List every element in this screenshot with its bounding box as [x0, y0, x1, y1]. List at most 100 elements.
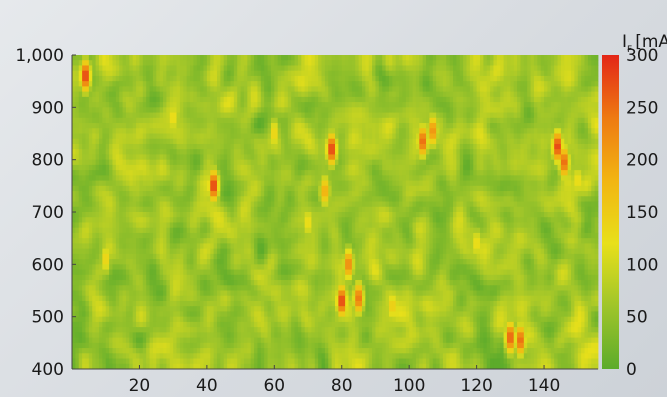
heatmap-cell: [459, 170, 464, 176]
heatmap-cell: [547, 112, 552, 119]
heatmap-cell: [216, 102, 221, 108]
heatmap-cell: [142, 117, 147, 124]
heatmap-cell: [331, 133, 336, 140]
heatmap-cell: [163, 191, 167, 197]
heatmap-cell: [412, 128, 417, 134]
heatmap-cell: [405, 86, 410, 93]
heatmap-cell: [156, 60, 161, 66]
heatmap-cell: [577, 81, 582, 87]
heatmap-cell: [166, 102, 171, 108]
heatmap-cell: [267, 143, 272, 150]
heatmap-cell: [355, 70, 359, 77]
heatmap-cell: [125, 123, 130, 129]
heatmap-cell: [264, 70, 268, 77]
heatmap-cell: [109, 133, 113, 140]
heatmap-cell: [554, 196, 558, 202]
heatmap-cell: [594, 91, 599, 98]
heatmap-cell: [88, 75, 93, 82]
heatmap-cell: [247, 149, 252, 155]
heatmap-cell: [132, 91, 137, 98]
heatmap-cell: [402, 123, 407, 129]
heatmap-cell: [324, 112, 329, 119]
heatmap-cell: [223, 91, 228, 98]
heatmap-cell: [311, 81, 316, 87]
heatmap-cell: [530, 107, 535, 113]
heatmap-cell: [520, 96, 525, 103]
heatmap-cell: [513, 175, 518, 181]
heatmap-cell: [402, 206, 407, 213]
heatmap-cell: [361, 149, 366, 155]
heatmap-cell: [517, 206, 521, 213]
heatmap-cell: [557, 117, 562, 124]
heatmap-cell: [527, 107, 531, 113]
heatmap-cell: [520, 112, 525, 119]
heatmap-cell: [493, 191, 498, 197]
heatmap-cell: [365, 123, 370, 129]
heatmap-cell: [385, 180, 390, 187]
heatmap-cell: [75, 191, 80, 197]
heatmap-cell: [196, 159, 201, 166]
heatmap-cell: [412, 170, 417, 176]
heatmap-cell: [328, 149, 333, 155]
heatmap-cell: [274, 149, 279, 155]
heatmap-cell: [442, 112, 447, 119]
heatmap-cell: [105, 138, 110, 145]
heatmap-cell: [78, 206, 83, 213]
heatmap-cell: [78, 185, 83, 192]
heatmap-cell: [378, 191, 383, 197]
heatmap-cell: [142, 75, 147, 82]
heatmap-cell: [125, 70, 130, 77]
heatmap-cell: [544, 164, 548, 171]
heatmap-cell: [190, 123, 194, 129]
heatmap-cell: [345, 102, 349, 108]
heatmap-cell: [560, 206, 565, 213]
heatmap-cell: [119, 75, 123, 82]
heatmap-cell: [223, 70, 228, 77]
heatmap-cell: [594, 86, 599, 93]
heatmap-cell: [314, 91, 319, 98]
heatmap-cell: [540, 55, 545, 61]
heatmap-cell: [550, 65, 555, 72]
heatmap-cell: [436, 206, 440, 213]
heatmap-cell: [409, 212, 413, 218]
heatmap-cell: [355, 55, 359, 61]
heatmap-cell: [139, 170, 144, 176]
heatmap-cell: [294, 128, 299, 134]
heatmap-cell: [547, 107, 552, 113]
heatmap-cell: [456, 217, 461, 223]
heatmap-cell: [132, 143, 137, 150]
heatmap-cell: [308, 112, 312, 119]
heatmap-cell: [196, 217, 201, 223]
heatmap-cell: [72, 180, 76, 187]
heatmap-cell: [520, 75, 525, 82]
heatmap-cell: [594, 128, 599, 134]
heatmap-cell: [78, 133, 83, 140]
heatmap-cell: [392, 107, 397, 113]
heatmap-cell: [183, 175, 188, 181]
heatmap-cell: [469, 143, 474, 150]
heatmap-cell: [456, 154, 461, 161]
heatmap-cell: [547, 201, 552, 208]
heatmap-cell: [85, 191, 90, 197]
heatmap-cell: [392, 123, 397, 129]
heatmap-cell: [152, 212, 157, 218]
heatmap-cell: [125, 86, 130, 93]
heatmap-cell: [267, 91, 272, 98]
heatmap-cell: [176, 201, 181, 208]
heatmap-cell: [72, 112, 76, 119]
heatmap-cell: [466, 217, 471, 223]
heatmap-cell: [351, 143, 356, 150]
heatmap-cell: [331, 128, 336, 134]
heatmap-cell: [540, 196, 545, 202]
heatmap-cell: [351, 91, 356, 98]
heatmap-cell: [523, 65, 528, 72]
heatmap-cell: [378, 196, 383, 202]
heatmap-cell: [92, 159, 96, 166]
heatmap-cell: [523, 185, 528, 192]
heatmap-cell: [358, 154, 363, 161]
heatmap-cell: [395, 149, 400, 155]
heatmap-cell: [112, 143, 117, 150]
heatmap-cell: [560, 212, 565, 218]
heatmap-cell: [500, 217, 504, 223]
heatmap-cell: [240, 123, 245, 129]
